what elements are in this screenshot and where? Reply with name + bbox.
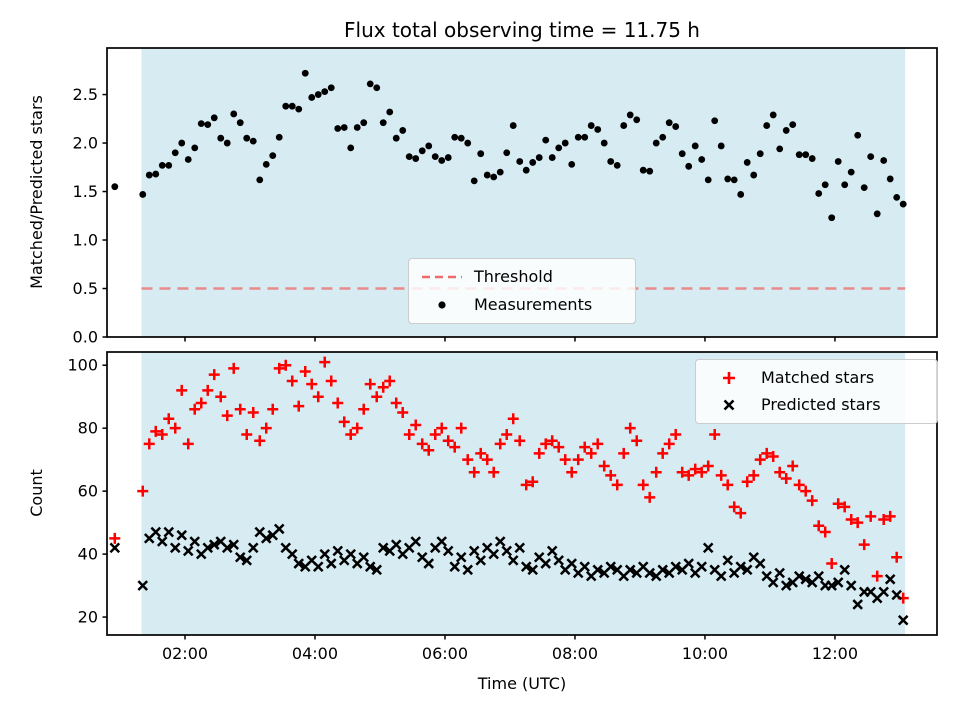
x-tick-label: 04:00 — [292, 644, 338, 663]
plus-marker-icon — [723, 372, 735, 384]
legend-item-matched-stars: Matched stars — [706, 366, 927, 390]
x-tick-label: 12:00 — [812, 644, 858, 663]
y-tick-label: 0.5 — [73, 279, 98, 298]
legend-label-matched-stars: Matched stars — [761, 368, 875, 387]
legend-item-threshold: Threshold — [419, 265, 625, 290]
top-y-axis-label: Matched/Predicted stars — [27, 95, 46, 289]
legend-label-measurements: Measurements — [474, 294, 593, 314]
y-tick-label: 1.5 — [73, 182, 98, 201]
x-tick-label: 08:00 — [552, 644, 598, 663]
x-tick-label: 06:00 — [422, 644, 468, 663]
measurements-dot-icon — [438, 301, 446, 309]
series-predicted-stars — [109, 523, 909, 626]
y-tick-label: 100 — [67, 356, 98, 375]
y-tick-label: 60 — [78, 482, 98, 501]
y-tick-label: 1.0 — [73, 231, 98, 250]
y-tick-label: 2.0 — [73, 134, 98, 153]
chart-title: Flux total observing time = 11.75 h — [344, 18, 700, 42]
bottom-legend: Matched stars Predicted stars — [695, 359, 938, 424]
y-tick-label: 20 — [78, 608, 98, 627]
x-axis-label: Time (UTC) — [477, 674, 567, 693]
x-tick-label: 02:00 — [162, 644, 208, 663]
bottom-y-axis-label: Count — [27, 469, 46, 517]
top-legend: Threshold Measurements — [408, 258, 636, 324]
y-tick-label: 0.0 — [73, 328, 98, 347]
y-tick-label: 40 — [78, 545, 98, 564]
legend-item-predicted-stars: Predicted stars — [706, 393, 927, 417]
series-measurements — [111, 69, 907, 222]
threshold-dashed-line-icon — [422, 275, 462, 279]
y-tick-label: 80 — [78, 419, 98, 438]
legend-item-measurements: Measurements — [419, 293, 625, 318]
x-tick-label: 10:00 — [682, 644, 728, 663]
series-matched-stars — [109, 356, 909, 604]
y-tick-label: 2.5 — [73, 85, 98, 104]
legend-label-threshold: Threshold — [474, 267, 553, 287]
x-marker-icon — [723, 399, 735, 411]
axes-spines — [106, 47, 938, 338]
legend-label-predicted-stars: Predicted stars — [761, 395, 881, 414]
axes-spines — [106, 351, 938, 636]
